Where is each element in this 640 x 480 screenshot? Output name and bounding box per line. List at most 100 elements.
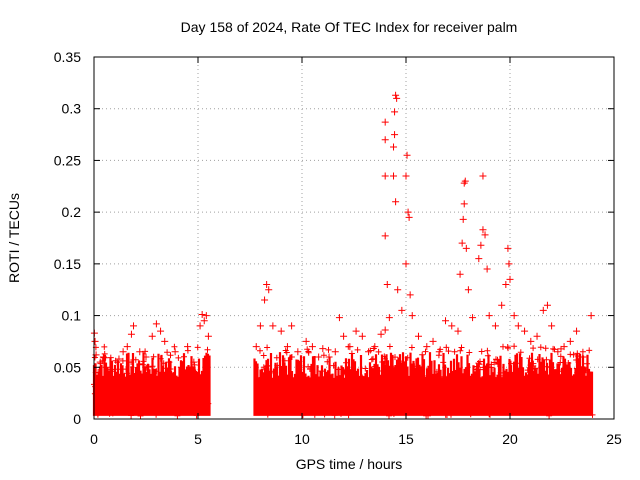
data-point xyxy=(394,286,402,294)
data-point xyxy=(469,314,477,322)
data-point xyxy=(414,332,422,340)
data-point xyxy=(127,330,135,338)
y-tick-label: 0.35 xyxy=(54,49,81,65)
y-tick-label: 0.3 xyxy=(62,101,82,117)
data-point xyxy=(302,337,310,345)
plot-frame xyxy=(93,56,615,420)
x-tick-label: 10 xyxy=(294,431,310,447)
data-point xyxy=(123,343,131,351)
data-point xyxy=(261,296,269,304)
data-point xyxy=(111,374,119,382)
y-tick-label: 0.15 xyxy=(54,256,81,272)
data-point xyxy=(464,286,472,294)
x-tick-label: 5 xyxy=(194,431,202,447)
x-tick-label: 20 xyxy=(502,431,518,447)
data-point xyxy=(423,343,431,351)
dense-baseline-noise xyxy=(91,343,596,419)
data-point xyxy=(200,317,208,325)
data-point xyxy=(102,363,110,371)
x-axis-label: GPS time / hours xyxy=(296,456,403,472)
data-points xyxy=(90,91,595,382)
data-point xyxy=(130,322,138,330)
y-tick-label: 0.25 xyxy=(54,152,81,168)
data-point xyxy=(377,330,385,338)
data-point xyxy=(403,151,411,159)
data-point xyxy=(402,260,410,268)
data-point xyxy=(319,345,327,353)
data-point xyxy=(587,312,595,320)
y-tick-label: 0.05 xyxy=(54,359,81,375)
data-point xyxy=(269,322,277,330)
data-point xyxy=(99,353,107,361)
data-point xyxy=(429,337,437,345)
data-point xyxy=(402,172,410,180)
data-point xyxy=(505,260,513,268)
grid-lines xyxy=(94,57,614,419)
data-point xyxy=(456,270,464,278)
data-point xyxy=(352,327,360,335)
data-point xyxy=(521,327,529,335)
data-point xyxy=(560,343,568,351)
data-point xyxy=(157,327,165,335)
data-point xyxy=(548,322,556,330)
data-point xyxy=(152,320,160,328)
data-point xyxy=(406,291,414,299)
data-point xyxy=(510,312,518,320)
data-point xyxy=(458,239,466,247)
data-point xyxy=(381,136,389,144)
x-tick-label: 15 xyxy=(398,431,414,447)
data-point xyxy=(381,172,389,180)
data-point xyxy=(204,332,212,340)
data-point xyxy=(442,317,450,325)
data-point xyxy=(283,343,291,351)
data-point xyxy=(265,286,273,294)
data-point xyxy=(392,91,400,99)
data-point xyxy=(435,348,443,356)
data-point xyxy=(391,108,399,116)
y-tick-label: 0.2 xyxy=(62,204,82,220)
data-point xyxy=(462,244,470,252)
data-point xyxy=(391,131,399,139)
data-point xyxy=(136,348,144,356)
data-point xyxy=(177,363,185,371)
x-tick-labels: 0 5 10 15 20 25 xyxy=(90,431,622,447)
data-point xyxy=(340,332,348,340)
data-point xyxy=(96,358,104,366)
data-point xyxy=(527,337,535,345)
data-point xyxy=(390,172,398,180)
data-point xyxy=(398,306,406,314)
data-point xyxy=(107,365,115,373)
data-point xyxy=(381,118,389,126)
data-point xyxy=(365,348,373,356)
data-point xyxy=(331,348,339,356)
data-point xyxy=(325,353,333,361)
data-point xyxy=(202,312,210,320)
data-point xyxy=(448,322,456,330)
data-point xyxy=(381,232,389,240)
x-tick-label: 25 xyxy=(606,431,622,447)
data-point xyxy=(504,244,512,252)
data-point xyxy=(483,265,491,273)
chart-title: Day 158 of 2024, Rate Of TEC Index for r… xyxy=(181,19,518,35)
data-point xyxy=(460,200,468,208)
data-point xyxy=(346,343,354,351)
data-point xyxy=(115,355,123,363)
data-point xyxy=(358,332,366,340)
data-point xyxy=(390,143,398,151)
data-point xyxy=(190,358,198,366)
x-tick-label: 0 xyxy=(90,431,98,447)
data-point xyxy=(506,275,514,283)
data-point xyxy=(381,326,389,334)
data-point xyxy=(119,348,127,356)
y-tick-label: 0.1 xyxy=(62,308,82,324)
data-point xyxy=(404,208,412,216)
data-point xyxy=(481,231,489,239)
data-point xyxy=(165,358,173,366)
data-point xyxy=(554,348,562,356)
data-point xyxy=(454,327,462,335)
axis-ticks xyxy=(93,56,615,420)
data-point xyxy=(533,332,541,340)
data-point xyxy=(479,226,487,234)
data-point xyxy=(196,322,204,330)
data-point xyxy=(477,241,485,249)
